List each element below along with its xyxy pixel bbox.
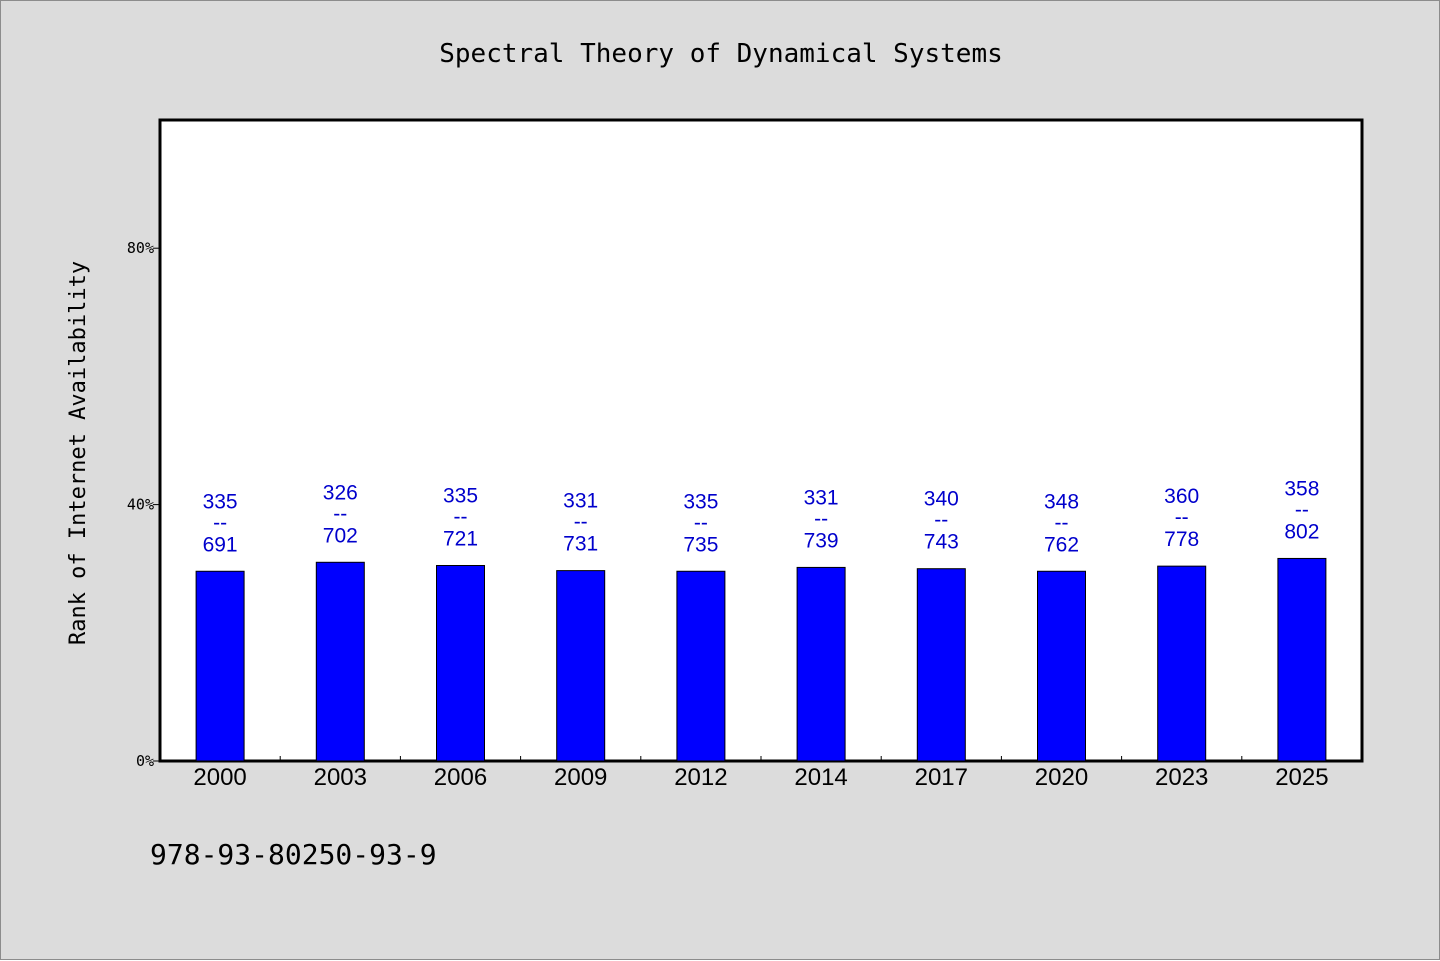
data-label-bottom: 691 xyxy=(203,533,238,556)
data-label-bottom: 735 xyxy=(683,533,718,556)
data-label-sep: -- xyxy=(1055,511,1069,534)
data-label-bottom: 762 xyxy=(1044,533,1079,556)
bar xyxy=(315,561,365,762)
bar xyxy=(1157,565,1207,762)
y-tick-label: 80% xyxy=(127,239,154,257)
y-axis-ticks: 0% 40% 80% xyxy=(127,239,160,770)
bar xyxy=(1037,570,1086,762)
data-label-sep: -- xyxy=(213,511,227,534)
data-label-bottom: 731 xyxy=(563,533,598,556)
data-label-bottom: 739 xyxy=(804,529,839,552)
data-label-sep: -- xyxy=(814,507,828,530)
x-tick-label: 2000 xyxy=(193,764,246,791)
y-tick-label: 0% xyxy=(136,752,154,770)
data-label-bottom: 778 xyxy=(1164,528,1199,551)
data-label-bottom: 702 xyxy=(323,524,358,547)
data-label-bottom: 721 xyxy=(443,527,478,550)
data-label-top: 358 xyxy=(1284,477,1319,500)
data-label-top: 335 xyxy=(683,490,718,513)
x-tick-label: 2025 xyxy=(1275,764,1328,791)
bar xyxy=(796,566,846,762)
data-label-top: 335 xyxy=(203,490,238,513)
data-label-sep: -- xyxy=(574,511,588,534)
x-tick-label: 2006 xyxy=(434,764,487,791)
bar xyxy=(556,570,606,762)
isbn-footer: 978-93-80250-93-9 xyxy=(150,838,437,871)
data-label-top: 326 xyxy=(323,481,358,504)
data-label-bottom: 802 xyxy=(1284,520,1319,543)
bar xyxy=(1277,557,1327,762)
x-axis-ticks: 2000 2003 2006 2009 2012 2014 2017 2020 2023 2025 xyxy=(193,756,1329,791)
data-label-top: 340 xyxy=(924,488,959,511)
data-label-top: 360 xyxy=(1164,485,1199,508)
y-axis-label: Rank of Internet Availability xyxy=(66,261,91,645)
data-label-sep: -- xyxy=(1295,498,1309,521)
x-tick-label: 2009 xyxy=(554,764,607,791)
x-tick-label: 2020 xyxy=(1035,764,1088,791)
bar xyxy=(436,564,485,762)
x-tick-label: 2017 xyxy=(915,764,968,791)
bar xyxy=(195,570,245,762)
x-tick-label: 2012 xyxy=(674,764,727,791)
bar xyxy=(916,568,966,762)
x-tick-label: 2003 xyxy=(314,764,367,791)
x-tick-label: 2014 xyxy=(794,764,847,791)
data-label-bottom: 743 xyxy=(924,531,959,554)
data-label-sep: -- xyxy=(1175,506,1189,529)
data-label-sep: -- xyxy=(333,502,347,525)
data-label-sep: -- xyxy=(694,511,708,534)
y-tick-label: 40% xyxy=(127,496,154,514)
data-label-sep: -- xyxy=(454,505,468,528)
data-label-top: 331 xyxy=(804,486,839,509)
chart-title: Spectral Theory of Dynamical Systems xyxy=(439,39,1003,69)
bars-group xyxy=(195,557,1327,762)
data-label-top: 331 xyxy=(563,490,598,513)
data-label-sep: -- xyxy=(934,509,948,532)
data-label-top: 348 xyxy=(1044,490,1079,513)
data-label-top: 335 xyxy=(443,484,478,507)
data-labels-group: 335--691326--702335--721331--731335--735… xyxy=(203,477,1320,556)
bar xyxy=(676,570,726,762)
x-tick-label: 2023 xyxy=(1155,764,1208,791)
